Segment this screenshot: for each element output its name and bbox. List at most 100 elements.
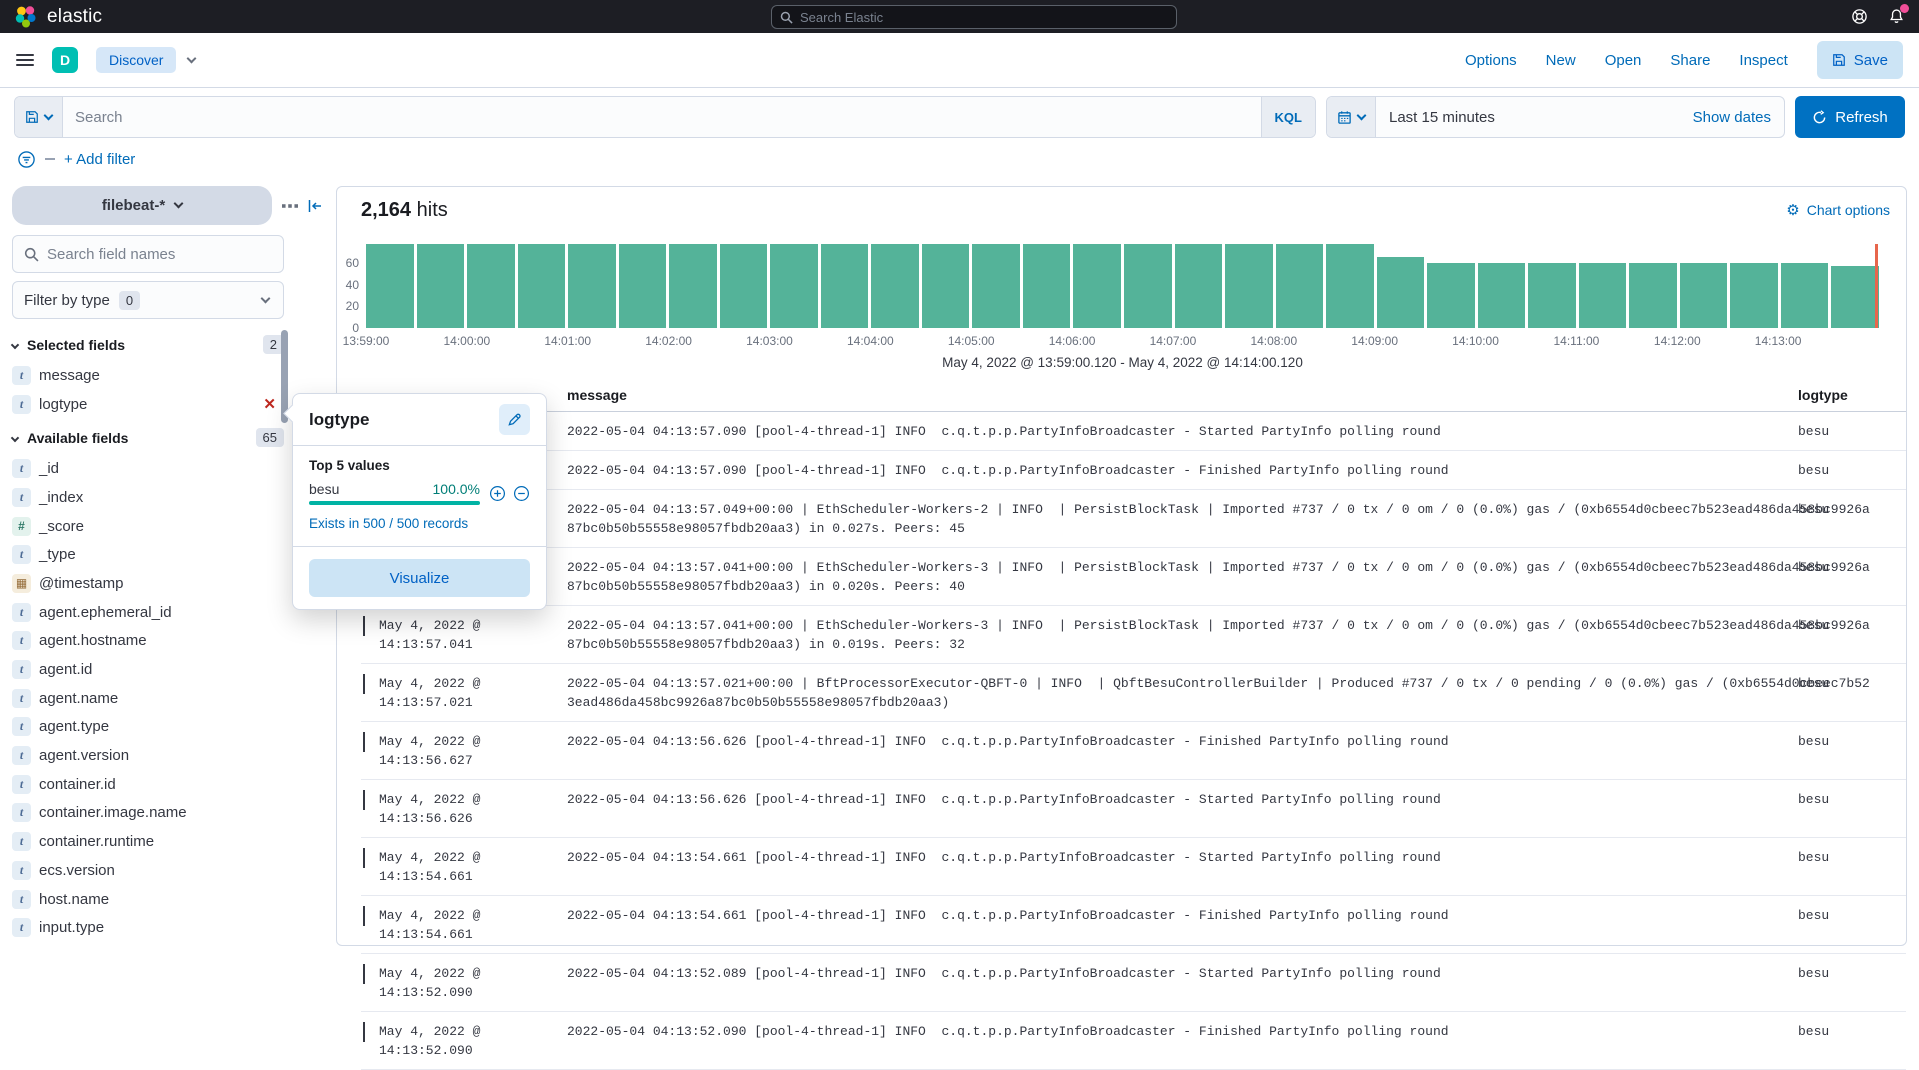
expand-row-button[interactable] <box>361 732 379 770</box>
field-item-_type[interactable]: t_type <box>12 540 284 569</box>
histogram-bar[interactable] <box>1326 244 1374 328</box>
histogram-bar[interactable] <box>1579 263 1627 328</box>
elastic-logo-icon[interactable] <box>14 5 38 29</box>
expand-row-button[interactable] <box>361 674 379 712</box>
histogram-bar[interactable] <box>821 244 869 328</box>
histogram-bar[interactable] <box>1781 263 1829 328</box>
time-range-picker[interactable]: Last 15 minutes Show dates <box>1326 96 1785 138</box>
show-dates-link[interactable]: Show dates <box>1693 109 1784 126</box>
datepicker-menu-button[interactable] <box>1327 97 1376 137</box>
global-search[interactable] <box>771 5 1177 29</box>
field-search-input[interactable] <box>47 246 272 263</box>
remove-field-icon[interactable]: ✕ <box>263 395 276 413</box>
histogram-bar[interactable] <box>1831 266 1879 328</box>
field-item-_index[interactable]: t_index <box>12 483 284 512</box>
filter-icon[interactable] <box>17 150 36 169</box>
collapse-sidebar-icon[interactable] <box>307 198 323 214</box>
histogram-bar[interactable] <box>1175 244 1223 328</box>
histogram-bar[interactable] <box>1528 263 1576 328</box>
refresh-button[interactable]: Refresh <box>1795 96 1905 138</box>
query-language-button[interactable]: KQL <box>1261 97 1315 137</box>
toolbar-link-share[interactable]: Share <box>1670 52 1710 69</box>
time-range-value[interactable]: Last 15 minutes <box>1376 109 1693 126</box>
help-icon[interactable] <box>1851 8 1868 25</box>
kql-search-box[interactable]: KQL <box>14 96 1316 138</box>
histogram-bar[interactable] <box>1478 263 1526 328</box>
histogram-bar[interactable] <box>1276 244 1324 328</box>
histogram-bar[interactable] <box>1023 244 1071 328</box>
histogram-bar[interactable] <box>1225 244 1273 328</box>
filter-out-value-icon[interactable] <box>513 485 530 502</box>
toolbar-link-new[interactable]: New <box>1546 52 1576 69</box>
toolbar-link-open[interactable]: Open <box>1605 52 1642 69</box>
column-header-message[interactable]: message <box>567 387 1794 403</box>
breadcrumb[interactable]: Discover <box>96 47 176 73</box>
edit-field-button[interactable] <box>499 404 530 435</box>
histogram-bar[interactable] <box>1073 244 1121 328</box>
filter-by-type-select[interactable]: Filter by type 0 <box>12 281 284 319</box>
field-search-box[interactable] <box>12 235 284 273</box>
expand-row-button[interactable] <box>361 906 379 944</box>
histogram-bar[interactable] <box>366 244 414 328</box>
histogram-bar[interactable] <box>467 244 515 328</box>
histogram-bar[interactable] <box>1377 257 1425 328</box>
histogram-bar[interactable] <box>720 244 768 328</box>
histogram-bar[interactable] <box>518 244 566 328</box>
toolbar-link-inspect[interactable]: Inspect <box>1739 52 1787 69</box>
selected-fields-header[interactable]: Selected fields 2 <box>12 335 284 354</box>
add-filter-button[interactable]: + Add filter <box>64 151 135 168</box>
histogram-bar[interactable] <box>1730 263 1778 328</box>
histogram-bar[interactable] <box>1427 263 1475 328</box>
histogram-bar[interactable] <box>669 244 717 328</box>
chart-options-button[interactable]: ⚙ Chart options <box>1786 201 1890 219</box>
menu-icon[interactable] <box>16 54 34 66</box>
histogram-bar[interactable] <box>972 244 1020 328</box>
histogram-bar[interactable] <box>1124 244 1172 328</box>
query-input[interactable] <box>63 109 1261 126</box>
save-button[interactable]: Save <box>1817 41 1903 79</box>
exists-records-link[interactable]: Exists in 500 / 500 records <box>309 516 468 531</box>
filter-for-value-icon[interactable] <box>489 485 506 502</box>
saved-query-menu-button[interactable] <box>15 97 63 137</box>
notifications-bell-icon[interactable] <box>1888 8 1905 25</box>
histogram-bar[interactable] <box>1680 263 1728 328</box>
chevron-down-icon[interactable] <box>187 54 197 64</box>
field-item-@timestamp[interactable]: ▦@timestamp <box>12 569 284 598</box>
cell-message: 2022-05-04 04:13:57.041+00:00 | EthSched… <box>567 616 1794 654</box>
field-item-_id[interactable]: t_id <box>12 454 284 483</box>
histogram-bar[interactable] <box>871 244 919 328</box>
histogram-bar[interactable] <box>568 244 616 328</box>
field-item-_score[interactable]: #_score <box>12 512 284 541</box>
available-fields-header[interactable]: Available fields 65 <box>12 428 284 447</box>
histogram-bar[interactable] <box>619 244 667 328</box>
expand-row-button[interactable] <box>361 790 379 828</box>
expand-row-button[interactable] <box>361 964 379 1002</box>
column-header-logtype[interactable]: logtype <box>1794 387 1906 403</box>
global-search-input[interactable] <box>800 10 1168 25</box>
index-pattern-picker[interactable]: filebeat-* <box>12 186 272 225</box>
index-options-icon[interactable] <box>282 202 298 210</box>
histogram-bar[interactable] <box>1629 263 1677 328</box>
histogram-bar[interactable] <box>770 244 818 328</box>
expand-row-button[interactable] <box>361 616 379 654</box>
toolbar-link-options[interactable]: Options <box>1465 52 1517 69</box>
expand-row-button[interactable] <box>361 1022 379 1060</box>
expand-row-button[interactable] <box>361 848 379 886</box>
histogram-bar[interactable] <box>922 244 970 328</box>
histogram-bar[interactable] <box>417 244 465 328</box>
visualize-button[interactable]: Visualize <box>309 559 530 597</box>
